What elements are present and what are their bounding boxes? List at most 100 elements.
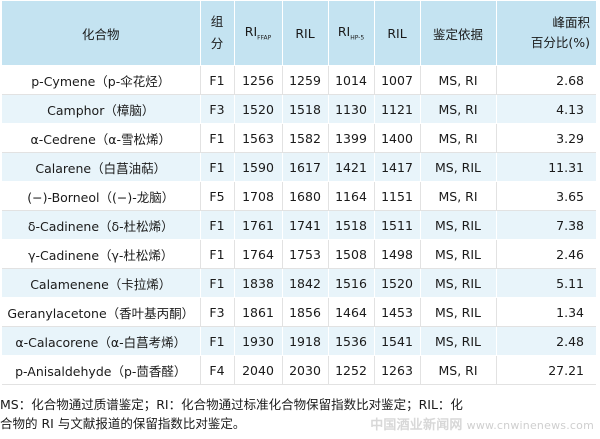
table-row: Calarene（白菖油萜） F1 1590 1617 1421 1417 MS… [2,152,596,182]
cell-fraction: F1 [200,268,235,298]
table-row: δ-Cadinene（δ-杜松烯） F1 1761 1741 1518 1511… [2,210,596,240]
header-basis: 鉴定依据 [420,1,497,66]
cell-ri-ffap: 1930 [234,326,283,356]
header-row: 化合物 组 分 RIFFAP RIL RIHP-5 RIL 鉴定依据 峰面积 百… [2,1,596,66]
header-fraction: 组 分 [200,1,235,66]
cell-basis: MS, RI [420,65,497,95]
cell-ril-1: 1582 [282,123,329,153]
header-ri-ffap: RIFFAP [234,1,283,66]
cell-ril-2: 1007 [374,65,421,95]
footnote: MS：化合物通过质谱鉴定；RI：化合物通过标准化合物保留指数比对鉴定；RIL：化… [0,395,600,433]
cell-peak: 3.65 [496,181,596,211]
cell-ri-hp5: 1536 [328,326,375,356]
header-ri-hp5: RIHP-5 [328,1,375,66]
cell-ril-1: 1918 [282,326,329,356]
cell-ril-1: 1259 [282,65,329,95]
header-peak-line2: 百分比(%) [530,35,590,50]
cell-ri-ffap: 1861 [234,297,283,327]
table-row: Calamenene（卡拉烯） F1 1838 1842 1516 1520 M… [2,268,596,298]
cell-ril-2: 1541 [374,326,421,356]
cell-compound: α-Cedrene（α-雪松烯） [2,123,201,153]
cell-peak: 11.31 [496,152,596,182]
cell-compound: Camphor（樟脑） [2,94,201,124]
cell-ri-hp5: 1508 [328,239,375,269]
header-compound: 化合物 [2,1,201,66]
cell-ril-1: 1741 [282,210,329,240]
cell-peak: 2.48 [496,326,596,356]
cell-peak: 1.34 [496,297,596,327]
cell-basis: MS, RI [420,181,497,211]
cell-compound: α-Calacorene（α-白菖考烯） [2,326,201,356]
cell-fraction: F3 [200,94,235,124]
header-ri-ffap-subscript: FFAP [257,34,272,42]
footnote-line1: MS：化合物通过质谱鉴定；RI：化合物通过标准化合物保留指数比对鉴定；RIL：化 [0,397,463,412]
cell-basis: MS, RIL [420,326,497,356]
cell-peak: 5.11 [496,268,596,298]
cell-peak: 3.29 [496,123,596,153]
cell-ril-1: 1753 [282,239,329,269]
cell-ri-hp5: 1014 [328,65,375,95]
cell-compound: γ-Cadinene（γ-杜松烯） [2,239,201,269]
cell-ril-2: 1511 [374,210,421,240]
cell-ril-1: 1617 [282,152,329,182]
cell-ri-hp5: 1516 [328,268,375,298]
cell-fraction: F5 [200,181,235,211]
cell-compound: δ-Cadinene（δ-杜松烯） [2,210,201,240]
cell-ri-hp5: 1130 [328,94,375,124]
cell-peak: 2.68 [496,65,596,95]
header-ri-hp5-label: RI [337,24,351,40]
cell-ri-hp5: 1164 [328,181,375,211]
header-ril-1: RIL [282,1,329,66]
cell-fraction: F1 [200,123,235,153]
cell-ril-1: 1518 [282,94,329,124]
cell-compound: Calarene（白菖油萜） [2,152,201,182]
cell-ri-ffap: 1590 [234,152,283,182]
header-ri-hp5-subscript: HP-5 [350,34,365,42]
cell-ri-ffap: 1838 [234,268,283,298]
cell-ri-hp5: 1421 [328,152,375,182]
cell-ri-hp5: 1399 [328,123,375,153]
cell-fraction: F4 [200,355,235,385]
cell-basis: MS, RIL [420,152,497,182]
table-row: (−)-Borneol（(−)-龙脑） F5 1708 1680 1164 11… [2,181,596,211]
header-peak: 峰面积 百分比(%) [496,1,596,66]
cell-ri-hp5: 1518 [328,210,375,240]
table-row: p-Cymene（p-伞花烃） F1 1256 1259 1014 1007 M… [2,65,596,95]
cell-ri-ffap: 1563 [234,123,283,153]
cell-ri-ffap: 2040 [234,355,283,385]
cell-ri-hp5: 1252 [328,355,375,385]
watermark-name: 中国酒业新闻网 [370,418,463,433]
cell-ril-1: 1680 [282,181,329,211]
cell-ril-1: 1856 [282,297,329,327]
cell-fraction: F1 [200,210,235,240]
cell-ril-2: 1263 [374,355,421,385]
cell-basis: MS, RI [420,94,497,124]
watermark: 中国酒业新闻网 www.cnwinenews.com [370,414,594,433]
compound-table: 化合物 组 分 RIFFAP RIL RIHP-5 RIL 鉴定依据 峰面积 百… [2,1,596,385]
cell-ri-ffap: 1708 [234,181,283,211]
cell-ri-ffap: 1520 [234,94,283,124]
cell-ril-2: 1121 [374,94,421,124]
cell-peak: 2.46 [496,239,596,269]
cell-ril-1: 1842 [282,268,329,298]
footnote-line2: 合物的 RI 与文献报道的保留指数比对鉴定。 [0,416,246,431]
table-row: Camphor（樟脑） F3 1520 1518 1130 1121 MS, R… [2,94,596,124]
cell-fraction: F1 [200,326,235,356]
table-row: α-Cedrene（α-雪松烯） F1 1563 1582 1399 1400 … [2,123,596,153]
header-fraction-line2: 分 [210,36,224,51]
cell-compound: Calamenene（卡拉烯） [2,268,201,298]
table-row: p-Anisaldehyde（p-茴香醛） F4 2040 2030 1252 … [2,355,596,385]
header-fraction-line1: 组 [210,14,224,29]
watermark-url: www.cnwinenews.com [466,419,594,432]
cell-ril-2: 1520 [374,268,421,298]
cell-compound: p-Anisaldehyde（p-茴香醛） [2,355,201,385]
cell-ril-2: 1498 [374,239,421,269]
cell-ril-2: 1417 [374,152,421,182]
cell-ri-hp5: 1464 [328,297,375,327]
header-peak-line1: 峰面积 [552,15,590,30]
cell-ri-ffap: 1764 [234,239,283,269]
cell-basis: MS, RIL [420,268,497,298]
cell-ril-1: 2030 [282,355,329,385]
table-row: γ-Cadinene（γ-杜松烯） F1 1764 1753 1508 1498… [2,239,596,269]
cell-peak: 27.21 [496,355,596,385]
